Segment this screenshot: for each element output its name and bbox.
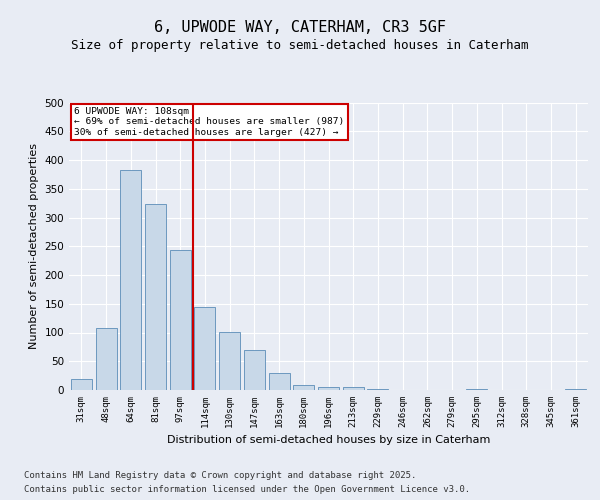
Bar — [71, 378, 92, 390]
Text: 6 UPWODE WAY: 108sqm
← 69% of semi-detached houses are smaller (987)
30% of semi: 6 UPWODE WAY: 108sqm ← 69% of semi-detac… — [74, 107, 344, 136]
Text: Size of property relative to semi-detached houses in Caterham: Size of property relative to semi-detach… — [71, 40, 529, 52]
Bar — [244, 350, 265, 390]
X-axis label: Distribution of semi-detached houses by size in Caterham: Distribution of semi-detached houses by … — [167, 436, 490, 446]
Bar — [367, 389, 388, 390]
Bar — [219, 332, 240, 390]
Bar — [170, 250, 191, 390]
Bar — [95, 328, 116, 390]
Y-axis label: Number of semi-detached properties: Number of semi-detached properties — [29, 143, 39, 350]
Text: Contains public sector information licensed under the Open Government Licence v3: Contains public sector information licen… — [24, 484, 470, 494]
Text: Contains HM Land Registry data © Crown copyright and database right 2025.: Contains HM Land Registry data © Crown c… — [24, 472, 416, 480]
Bar — [343, 387, 364, 390]
Bar — [269, 373, 290, 390]
Bar — [120, 170, 141, 390]
Text: 6, UPWODE WAY, CATERHAM, CR3 5GF: 6, UPWODE WAY, CATERHAM, CR3 5GF — [154, 20, 446, 35]
Bar — [194, 307, 215, 390]
Bar — [145, 204, 166, 390]
Bar — [293, 386, 314, 390]
Bar — [318, 387, 339, 390]
